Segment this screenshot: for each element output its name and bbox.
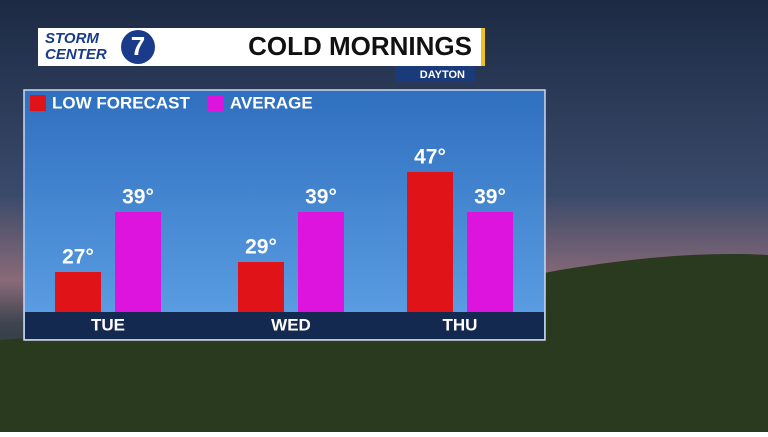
value-label: 39° (474, 186, 506, 209)
legend-label: LOW FORECAST (52, 93, 190, 112)
category-label: TUE (91, 315, 125, 334)
bar (238, 262, 284, 312)
bar (55, 272, 101, 312)
logo-text: CENTER (45, 46, 107, 63)
category-band (25, 312, 544, 339)
header-accent (481, 28, 485, 66)
header-box (38, 28, 485, 66)
chart-subtitle: DAYTON (420, 69, 465, 81)
value-label: 47° (414, 146, 446, 169)
legend-swatch (207, 95, 224, 111)
chart-panel (23, 89, 546, 341)
value-label: 27° (62, 246, 94, 269)
value-label: 39° (122, 186, 154, 209)
logo-number: 7 (131, 31, 145, 61)
subtitle-strip (395, 66, 475, 82)
category-label: THU (443, 315, 478, 334)
logo-text: STORM (45, 30, 99, 47)
value-label: 29° (245, 236, 277, 259)
bar (115, 212, 161, 312)
chart-title: COLD MORNINGS (248, 31, 472, 61)
category-label: WED (271, 315, 311, 334)
logo-circle (121, 30, 155, 64)
legend-label: AVERAGE (230, 93, 313, 112)
legend-swatch (30, 95, 46, 111)
bar (298, 212, 344, 312)
bar (467, 212, 513, 312)
field (0, 254, 768, 432)
value-label: 39° (305, 186, 337, 209)
bar (407, 172, 453, 312)
plot: LOW FORECAST AVERAGE 27° 39° TUE 29° 39° WED 47°… (30, 93, 513, 334)
